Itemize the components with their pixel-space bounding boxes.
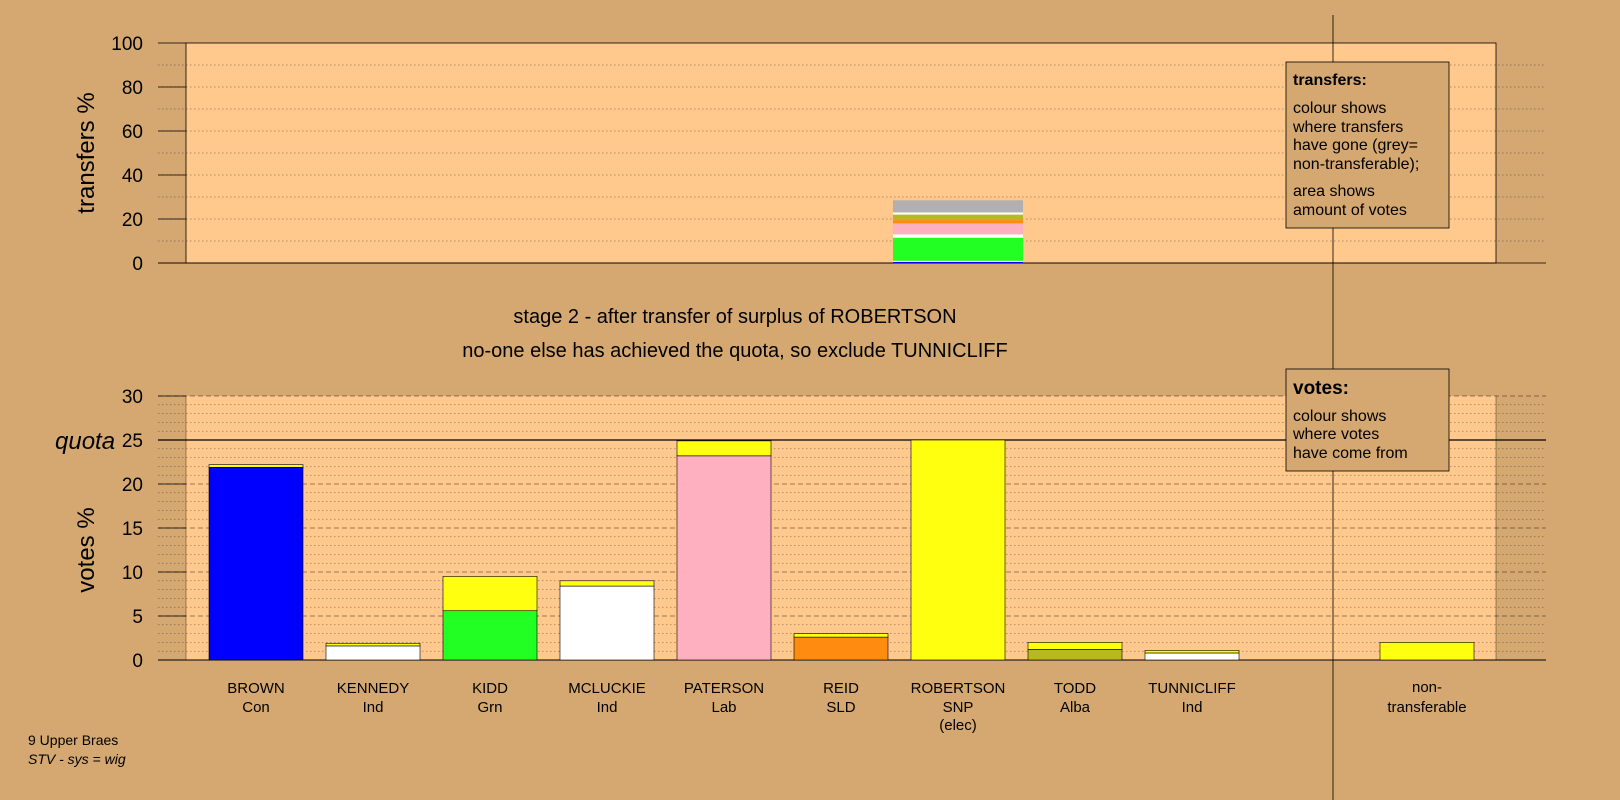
- candidate-name: REID: [823, 680, 859, 697]
- votes-tick-label: 5: [132, 607, 143, 628]
- candidate-bar-segment: [1144, 652, 1240, 661]
- nontransferable-label: non-: [1412, 679, 1442, 696]
- transfers-legend-line: area shows: [1293, 183, 1375, 200]
- votes-bars: [208, 439, 1475, 661]
- votes-legend-line: where votes: [1292, 426, 1379, 443]
- transfer-segment: [893, 220, 1023, 224]
- transfers-bars: [893, 200, 1023, 263]
- candidate-bar-segment: [1027, 642, 1123, 650]
- votes-y-ticks: 0 5 10 15 20 25 30: [122, 387, 186, 672]
- transfer-segment: [893, 234, 1023, 238]
- transfers-tick-label: 60: [122, 122, 143, 143]
- candidate-party: Lab: [711, 699, 736, 716]
- candidate-bar-segment: [442, 610, 538, 661]
- candidate-bar-segment: [325, 645, 421, 661]
- transfers-plot-area: [185, 42, 1497, 264]
- candidate-party: Con: [242, 699, 270, 716]
- votes-panel: 0 5 10 15 20 25 30 BROWN Con KENNEDY Ind KIDD Grn MC…: [55, 387, 1546, 734]
- candidate-bar-segment: [910, 439, 1006, 661]
- votes-y-axis-label: votes %: [73, 507, 100, 592]
- transfers-legend-line: have gone (grey=: [1293, 137, 1418, 154]
- transfers-legend-title: transfers:: [1293, 72, 1367, 89]
- candidate-bar-segment: [325, 642, 421, 647]
- votes-tick-label: 20: [122, 475, 143, 496]
- transfers-legend-box: [1285, 61, 1450, 229]
- transfer-segment: [893, 223, 1023, 235]
- transfers-legend-line: non-transferable);: [1293, 156, 1419, 173]
- transfers-tick-label: 0: [132, 254, 143, 275]
- candidate-bar-segment: [208, 464, 304, 468]
- candidate-name: TODD: [1054, 680, 1096, 697]
- transfer-segment: [893, 212, 1023, 215]
- votes-tick-label: 25: [122, 431, 143, 452]
- candidate-name: ROBERTSON: [911, 680, 1006, 697]
- votes-tick-label: 30: [122, 387, 143, 408]
- candidate-party: Ind: [1182, 699, 1203, 716]
- candidate-name: PATERSON: [684, 680, 764, 697]
- votes-legend-title: votes:: [1293, 378, 1349, 399]
- nontransferable-bar-segment: [1379, 642, 1475, 661]
- transfers-tick-label: 100: [111, 34, 143, 55]
- transfer-segment: [893, 214, 1023, 221]
- candidate-bar-segment: [1027, 649, 1123, 661]
- candidate-bar-segment: [442, 576, 538, 612]
- candidate-name: KENNEDY: [337, 680, 410, 697]
- candidate-name: KIDD: [472, 680, 508, 697]
- candidate-party: Grn: [477, 699, 502, 716]
- candidate-party: SLD: [826, 699, 855, 716]
- candidate-party: SNP: [943, 699, 974, 716]
- votes-tick-label: 0: [132, 651, 143, 672]
- transfers-tick-label: 80: [122, 78, 143, 99]
- quota-label: quota: [55, 428, 115, 455]
- transfers-legend: transfers: colour shows where transfers …: [1285, 61, 1450, 229]
- candidate-name: BROWN: [227, 680, 285, 697]
- candidate-name: MCLUCKIE: [568, 680, 646, 697]
- transfers-y-ticks: 0 20 40 60 80 100: [111, 34, 186, 275]
- votes-legend-line: have come from: [1293, 445, 1408, 462]
- candidate-bar-segment: [208, 466, 304, 661]
- transfers-legend-line: colour shows: [1293, 100, 1386, 117]
- candidate-bar-segment: [1144, 650, 1240, 654]
- votes-tick-label: 10: [122, 563, 143, 584]
- candidate-bar-segment: [793, 636, 889, 661]
- candidate-name: TUNNICLIFF: [1148, 680, 1236, 697]
- voting-system: STV - sys = wig: [28, 751, 126, 767]
- transfer-segment: [893, 260, 1023, 262]
- transfers-tick-label: 40: [122, 166, 143, 187]
- stage-line-1: stage 2 - after transfer of surplus of R…: [513, 306, 956, 328]
- transfers-legend-line: amount of votes: [1293, 202, 1407, 219]
- transfers-tick-label: 20: [122, 210, 143, 231]
- transfers-legend-line: where transfers: [1292, 119, 1403, 136]
- stage-line-2: no-one else has achieved the quota, so e…: [462, 340, 1008, 362]
- transfer-segment: [893, 237, 1023, 261]
- candidate-elected-marker: (elec): [939, 717, 977, 734]
- votes-legend: votes: colour shows where votes have com…: [1285, 368, 1450, 472]
- candidate-bar-segment: [559, 585, 655, 661]
- candidate-party: Ind: [597, 699, 618, 716]
- nontransferable-label: transferable: [1387, 699, 1466, 716]
- transfer-segment: [893, 200, 1023, 213]
- candidate-bar-segment: [793, 633, 889, 638]
- candidate-party: Ind: [363, 699, 384, 716]
- candidate-bar-segment: [676, 455, 772, 661]
- votes-legend-line: colour shows: [1293, 408, 1386, 425]
- votes-tick-label: 15: [122, 519, 143, 540]
- transfers-y-axis-label: transfers %: [73, 92, 100, 213]
- ward-name: 9 Upper Braes: [28, 732, 118, 748]
- candidate-bar-segment: [559, 580, 655, 587]
- candidate-bar-segment: [676, 440, 772, 457]
- votes-x-labels: BROWN Con KENNEDY Ind KIDD Grn MCLUCKIE Ind PATE…: [227, 679, 1466, 734]
- votes-legend-box: [1285, 368, 1450, 472]
- transfer-segment: [893, 261, 1023, 263]
- candidate-party: Alba: [1060, 699, 1091, 716]
